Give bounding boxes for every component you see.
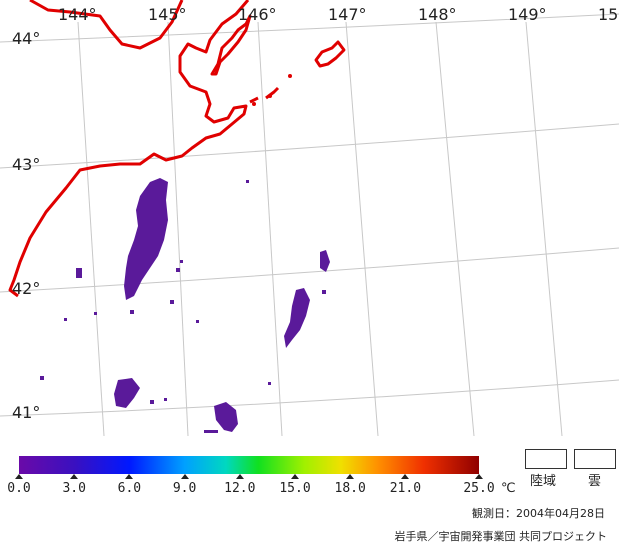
- temperature-unit: ℃: [501, 481, 516, 496]
- color-scale-tick-label: 15.0: [279, 481, 311, 496]
- kunashiri-island: [210, 14, 252, 76]
- sst-patch-east-2: [320, 250, 330, 272]
- color-scale-tick-label: 3.0: [62, 481, 86, 496]
- color-scale-tick-label: 9.0: [172, 481, 197, 496]
- color-scale-tick-label: 12.0: [224, 481, 256, 496]
- color-scale-tick-label: 25.0: [463, 481, 495, 496]
- color-scale-tick-mark: [475, 474, 483, 479]
- cloud-legend-label: 雲: [588, 474, 602, 489]
- lat-label-41: 41°: [12, 403, 40, 422]
- sea-surface-temperature-map: 144° 145° 146° 147° 148° 149° 15 44° 43°…: [0, 0, 619, 436]
- iturup-island: [314, 40, 346, 68]
- lat-label-43: 43°: [12, 155, 40, 174]
- credit-text: 岩手県／宇宙開発事業団 共同プロジェクト: [394, 530, 608, 543]
- lon-label-146: 146°: [238, 5, 277, 24]
- meridian-144: [77, 21, 105, 436]
- lon-label-150: 15: [598, 5, 618, 24]
- meridian-149: [525, 21, 563, 436]
- graticule: [0, 13, 619, 436]
- meridian-147: [345, 21, 379, 436]
- color-scale-tick-mark: [235, 474, 244, 479]
- lon-label-148: 148°: [418, 5, 457, 24]
- color-scale-tick-mark: [346, 474, 355, 479]
- lat-label-44: 44°: [12, 29, 40, 48]
- color-scale-tick-label: 18.0: [334, 481, 366, 496]
- color-scale-tick-mark: [180, 474, 189, 479]
- color-scale-tick-label: 0.0: [7, 481, 31, 496]
- color-scale-tick-mark: [70, 474, 79, 479]
- hokkaido-north-coast: [29, 0, 184, 50]
- color-scale-tick-mark: [15, 474, 23, 479]
- sst-patch-south-1: [114, 378, 140, 408]
- parallel-41: [0, 379, 619, 417]
- sst-patch-east-1: [284, 288, 310, 348]
- lon-label-149: 149°: [508, 5, 547, 24]
- meridian-145: [167, 21, 189, 436]
- sst-patch-central: [124, 178, 168, 300]
- hokkaido-east-coast: [8, 0, 250, 298]
- lat-label-42: 42°: [12, 279, 40, 298]
- land-legend-swatch: [525, 449, 567, 469]
- color-scale-tick-label: 6.0: [117, 481, 142, 496]
- color-scale-tick-mark: [291, 474, 299, 479]
- meridian-146: [257, 21, 283, 436]
- cloud-legend-swatch: [574, 449, 616, 469]
- parallel-44: [0, 13, 619, 43]
- lon-label-145: 145°: [148, 5, 187, 24]
- parallel-42: [0, 247, 619, 293]
- coastline: [8, 0, 346, 298]
- temperature-color-scale: [19, 456, 479, 474]
- parallel-43: [0, 123, 619, 169]
- color-scale-tick-mark: [401, 474, 410, 479]
- observation-date: 観測日：2004年04月28日: [472, 507, 605, 520]
- lon-label-147: 147°: [328, 5, 367, 24]
- sst-patches: [40, 178, 330, 433]
- sst-patch-south-2: [214, 402, 238, 432]
- land-legend-label: 陸域: [530, 474, 557, 489]
- lon-label-144: 144°: [58, 5, 97, 24]
- meridian-148: [435, 21, 475, 436]
- coast-dots: [252, 74, 292, 106]
- color-scale-tick-label: 21.0: [389, 481, 422, 496]
- color-scale-tick-mark: [125, 474, 134, 479]
- habomai-islets: [249, 86, 280, 104]
